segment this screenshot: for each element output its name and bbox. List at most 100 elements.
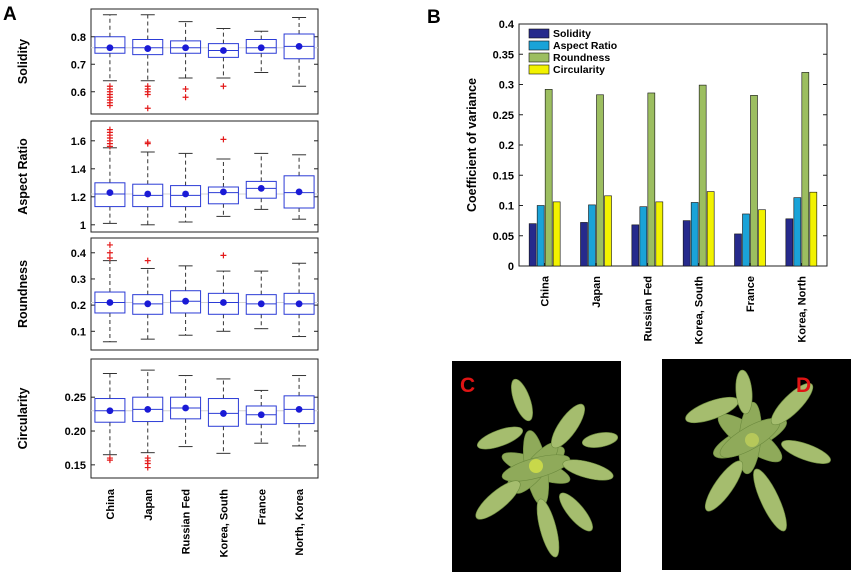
bar-aspect-ratio xyxy=(690,202,699,267)
mean-marker xyxy=(106,44,114,52)
legend-label: Aspect Ratio xyxy=(553,40,617,52)
outlier-marker xyxy=(220,83,227,90)
category-label: Russian Fed xyxy=(642,276,654,341)
box-china xyxy=(94,126,126,224)
category-label: Japan xyxy=(143,489,155,521)
legend-swatch xyxy=(528,40,550,51)
y-tick-label: 0.2 xyxy=(71,300,86,312)
mean-marker xyxy=(106,189,114,197)
bar-circularity xyxy=(706,191,715,267)
y-tick-label: 0.15 xyxy=(65,460,86,472)
outlier-marker xyxy=(106,255,113,262)
y-tick-label: 0.6 xyxy=(71,87,86,99)
mean-marker xyxy=(106,407,114,415)
box-russian-fed xyxy=(170,265,202,336)
y-axis-label: Solidity xyxy=(16,39,30,84)
y-tick-label: 0.25 xyxy=(493,110,514,122)
mean-marker xyxy=(182,404,189,412)
subplot-roundness: 0.1 0.2 0.3 0.4 Roundness xyxy=(16,237,319,351)
outlier-marker xyxy=(144,91,151,98)
bar-aspect-ratio xyxy=(536,205,545,267)
bar-circularity xyxy=(758,209,766,267)
y-tick-label: 0.05 xyxy=(493,231,514,243)
box-north-korea xyxy=(283,17,315,87)
bar-circularity xyxy=(655,201,664,267)
box-france xyxy=(245,152,277,210)
panel-label-a: A xyxy=(3,4,17,25)
y-tick-label: 1.4 xyxy=(71,164,87,176)
bar-roundness xyxy=(801,72,810,267)
y-tick-label: 0.3 xyxy=(71,274,86,286)
y-tick-label: 0.20 xyxy=(65,426,86,438)
plant-d-icon xyxy=(685,369,831,532)
bar-solidity xyxy=(631,224,640,267)
mean-marker xyxy=(257,411,265,419)
bar-aspect-ratio xyxy=(793,197,802,267)
mean-marker xyxy=(257,44,265,52)
y-tick-label: 0.35 xyxy=(493,49,514,61)
bar-aspect-ratio xyxy=(588,204,596,267)
box-russian-fed xyxy=(170,21,202,101)
y-axis-label: Aspect Ratio xyxy=(16,138,30,215)
y-tick-label: 0.4 xyxy=(499,19,515,31)
box-japan xyxy=(132,139,164,226)
y-tick-label: 1.2 xyxy=(71,192,86,204)
legend-label: Circularity xyxy=(553,64,605,76)
box-japan xyxy=(132,369,164,471)
outlier-marker xyxy=(182,86,189,92)
subplot-aspect-ratio: 1 1.2 1.4 1.6 Aspect Ratio xyxy=(16,120,319,233)
outlier-marker xyxy=(144,105,151,112)
mean-marker xyxy=(182,190,189,198)
bar-solidity xyxy=(785,218,794,267)
y-tick-label: 0.25 xyxy=(65,392,86,404)
y-tick-label: 0.7 xyxy=(71,59,86,71)
bar-roundness xyxy=(750,95,758,267)
box-korea-south xyxy=(207,378,239,454)
box-china xyxy=(94,241,126,343)
category-label: North, Korea xyxy=(294,488,306,556)
mean-marker xyxy=(295,405,303,413)
boxplot-panel: 0.6 0.7 0.8 Solidity 1 1.2 1.4 1.6 Aspect Ratio 0… xyxy=(16,8,319,479)
iqr-box xyxy=(207,186,239,205)
bar-solidity xyxy=(734,233,742,267)
y-axis-label: Coefficient of variance xyxy=(465,78,479,212)
box-japan xyxy=(132,14,164,112)
legend-label: Solidity xyxy=(553,28,591,40)
outlier-marker xyxy=(106,249,113,256)
boxplot-category-labels: China Japan Russian Fed Korea, South France N… xyxy=(105,488,306,557)
subplot-frame xyxy=(90,120,319,233)
mean-marker xyxy=(220,410,227,417)
mean-marker xyxy=(220,47,227,54)
mean-marker xyxy=(295,300,303,308)
mean-marker xyxy=(257,185,265,192)
panel-label-d: D xyxy=(796,374,811,397)
box-france xyxy=(245,389,277,444)
y-tick-label: 0 xyxy=(508,261,514,273)
outlier-marker xyxy=(106,241,113,248)
box-north-korea xyxy=(283,262,315,338)
legend-swatch xyxy=(528,64,550,75)
mean-marker xyxy=(144,300,152,308)
y-tick-label: 0.1 xyxy=(499,201,514,213)
y-tick-label: 0.15 xyxy=(493,170,514,182)
mean-marker xyxy=(144,190,152,198)
subplot-frame xyxy=(90,358,319,479)
outlier-marker xyxy=(144,464,151,471)
box-korea-south xyxy=(207,252,239,332)
legend-label: Roundness xyxy=(553,52,610,64)
y-tick-label: 0.2 xyxy=(499,140,514,152)
mean-marker xyxy=(295,42,303,50)
legend-swatch xyxy=(528,52,550,63)
bar-aspect-ratio xyxy=(639,206,648,267)
y-axis-label: Roundness xyxy=(16,260,30,328)
panel-label-c: C xyxy=(460,374,475,397)
plant-photo-c: C xyxy=(452,361,621,572)
category-label: France xyxy=(256,489,268,525)
box-russian-fed xyxy=(170,375,202,448)
mean-marker xyxy=(144,405,152,413)
box-russian-fed xyxy=(170,152,202,223)
box-korea-south xyxy=(207,28,239,90)
mean-marker xyxy=(144,45,152,52)
mean-marker xyxy=(257,300,265,308)
